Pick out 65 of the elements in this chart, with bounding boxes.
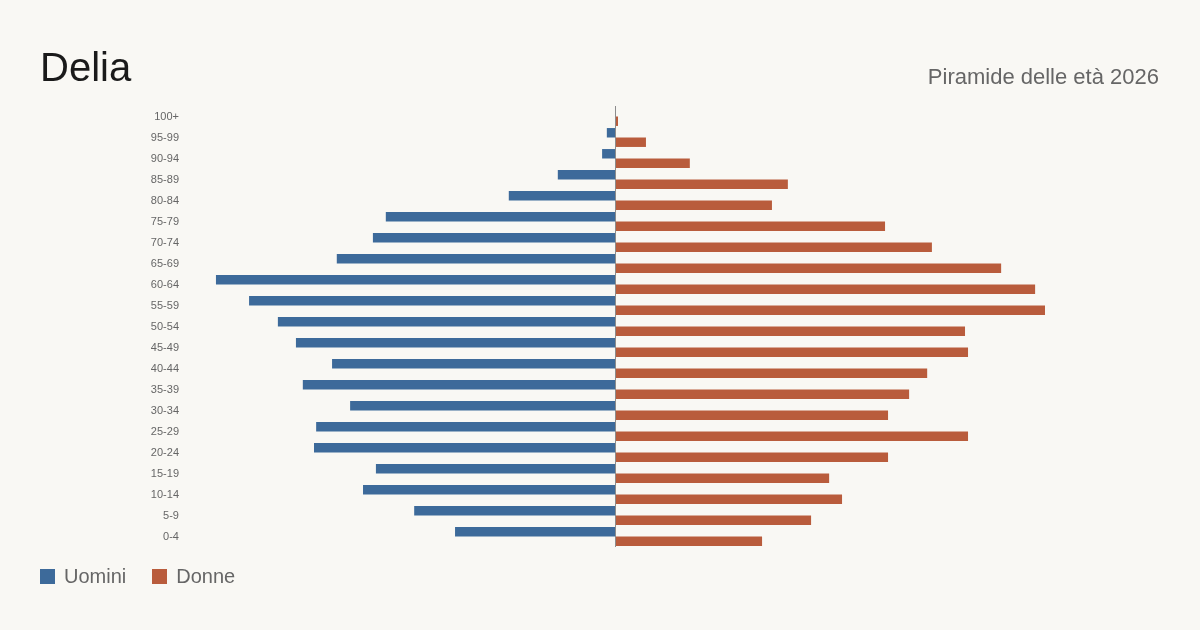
y-tick-label: 70-74 [150,235,179,248]
y-tick-label: 75-79 [150,214,179,227]
y-tick-label: 15-19 [150,466,179,479]
y-tick-label: 80-84 [150,193,179,206]
bar [615,368,928,378]
bar [277,317,615,327]
bar [455,527,615,537]
bar [249,296,615,306]
chart-title: Delia [40,45,132,89]
bar [215,275,615,285]
bar [295,338,615,348]
bar [332,359,615,369]
bar [350,401,615,411]
bar [615,179,788,189]
bar [557,170,615,180]
bar [615,347,969,357]
bar [615,200,772,210]
bar [314,443,615,453]
bar [615,431,969,441]
bar [375,464,615,474]
y-tick-label: 90-94 [150,151,179,164]
bar [615,410,889,420]
y-tick-label: 55-59 [150,298,179,311]
y-tick-label: 25-29 [150,424,179,437]
bar [615,389,910,399]
y-tick-label: 40-44 [150,361,179,374]
y-tick-label: 60-64 [150,277,179,290]
bar [372,233,615,243]
y-tick-label: 45-49 [150,340,179,353]
bar [615,326,966,336]
bar [302,380,615,390]
bar [615,494,843,504]
bar [615,515,812,525]
bar [615,242,932,252]
bar [316,422,615,432]
bar [508,191,615,201]
legend-label: Uomini [64,565,127,587]
y-tick-label: 20-24 [150,445,179,458]
y-tick-label: 85-89 [150,172,179,185]
y-tick-label: 100+ [154,109,179,122]
bar [615,137,646,147]
bar [615,158,690,168]
chart-subtitle: Piramide delle età 2026 [927,64,1159,89]
bar [602,149,615,159]
bar [363,485,615,495]
y-tick-label: 5-9 [163,508,179,521]
y-tick-label: 50-54 [150,319,179,332]
legend-label: Donne [176,565,236,587]
bar [615,305,1045,315]
bar [615,452,889,462]
bar [615,536,763,546]
y-tick-label: 95-99 [150,130,179,143]
y-tick-label: 30-34 [150,403,179,416]
y-tick-label: 0-4 [163,529,179,542]
bar [615,263,1002,273]
y-tick-label: 35-39 [150,382,179,395]
bar [615,221,886,231]
y-tick-label: 65-69 [150,256,179,269]
bar [336,254,615,264]
bar [385,212,615,222]
bar [615,284,1036,294]
bar [606,128,615,138]
bar [414,506,615,516]
y-tick-label: 10-14 [150,487,179,500]
bar [615,473,830,483]
